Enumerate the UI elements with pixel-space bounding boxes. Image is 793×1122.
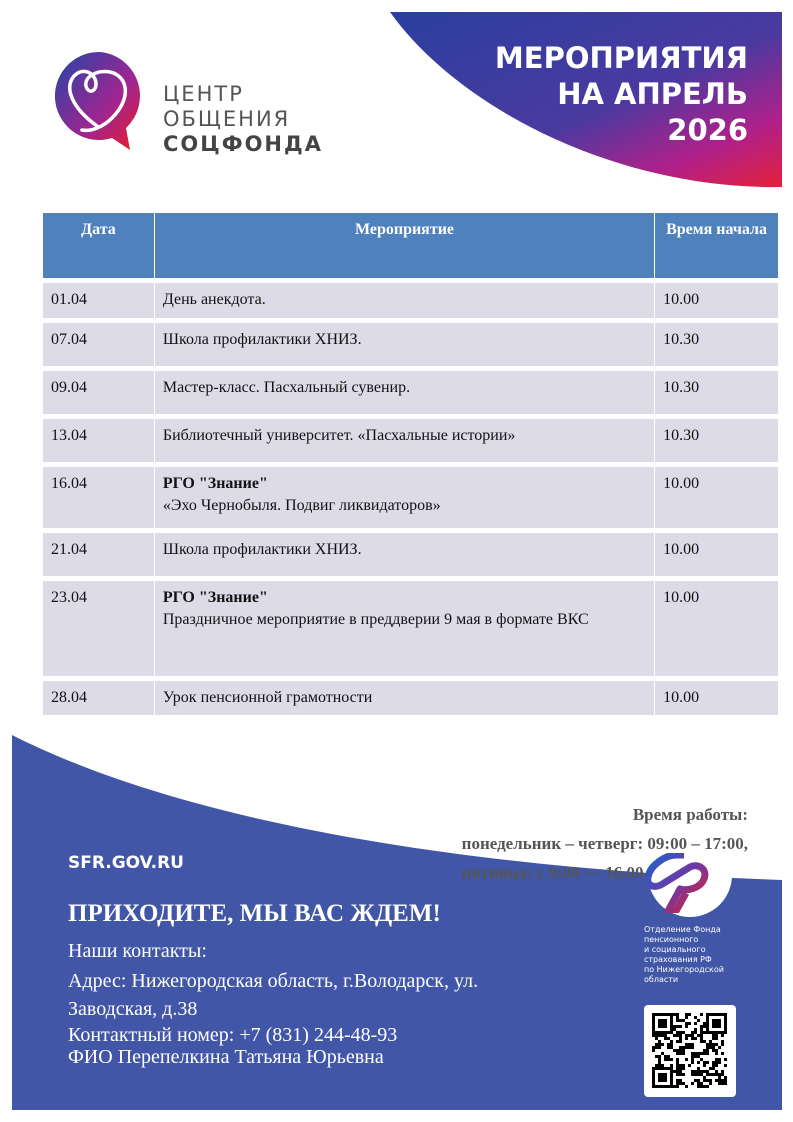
logo-line: ОБЩЕНИЯ — [163, 107, 291, 131]
contacts-label: Наши контакты: — [68, 940, 207, 962]
event-name: Праздничное мероприятие в преддверии 9 м… — [162, 611, 589, 628]
date-cell: 21.04 — [42, 528, 155, 579]
time-cell: 10.00 — [654, 462, 779, 531]
date-cell: 01.04 — [42, 278, 155, 321]
column-header-time: Время начала — [654, 212, 779, 281]
event-cell: Школа профилактики ХНИЗ. — [153, 528, 656, 579]
column-header-date: Дата — [42, 212, 155, 281]
address-line: Адрес: Нижегородская область, г.Володарс… — [68, 970, 479, 992]
table-row: 09.04 Мастер-класс. Пасхальный сувенир. 10… — [42, 366, 779, 417]
hours-line: понедельник – четверг: 09:00 – 17:00, — [461, 834, 748, 853]
welcome-heading: ПРИХОДИТЕ, МЫ ВАС ЖДЕМ! — [68, 900, 441, 927]
sfr-line: страхования РФ — [644, 955, 712, 964]
working-hours: Время работы: понедельник – четверг: 09:… — [462, 800, 748, 887]
website-link[interactable]: SFR.GOV.RU — [68, 853, 184, 873]
qr-code-icon — [652, 1013, 727, 1088]
event-name: Школа профилактики ХНИЗ. — [162, 331, 362, 348]
sfr-line: пенсионного — [644, 935, 699, 944]
table-row: 28.04 Урок пенсионной грамотности 10.00 — [42, 676, 779, 715]
hours-title: Время работы: — [632, 805, 748, 824]
event-name: Библиотечный университет. «Пасхальные ис… — [162, 427, 516, 444]
title-line: НА АПРЕЛЬ — [557, 77, 748, 111]
event-name: Школа профилактики ХНИЗ. — [162, 541, 362, 558]
address-line: Заводская, д.38 — [68, 998, 198, 1020]
event-cell: День анекдота. — [153, 278, 656, 321]
contact-person: ФИО Перепелкина Татьяна Юрьевна — [68, 1046, 384, 1068]
page-title: МЕРОПРИЯТИЯ НА АПРЕЛЬ 2026 — [495, 40, 748, 148]
event-name: «Эхо Чернобыля. Подвиг ликвидаторов» — [162, 497, 441, 514]
logo-text: ЦЕНТР ОБЩЕНИЯ СОЦФОНДА — [163, 82, 323, 157]
event-name: День анекдота. — [162, 291, 266, 308]
event-cell: РГО "Знание" Праздничное мероприятие в пр… — [153, 576, 656, 679]
column-header-event: Мероприятие — [153, 212, 656, 281]
sfr-line: и социального — [644, 945, 706, 954]
title-line: МЕРОПРИЯТИЯ — [494, 41, 748, 75]
date-cell: 28.04 — [42, 676, 155, 715]
time-cell: 10.00 — [654, 676, 779, 715]
header-gradient-shape — [390, 12, 782, 188]
logo-heart-icon — [54, 51, 140, 150]
table-row: 23.04 РГО "Знание" Праздничное мероприятие… — [42, 576, 779, 679]
qr-code[interactable] — [644, 1005, 736, 1097]
time-cell: 10.30 — [654, 414, 779, 465]
table-row: 13.04 Библиотечный университет. «Пасхальн… — [42, 414, 779, 465]
event-cell: Мастер-класс. Пасхальный сувенир. — [153, 366, 656, 417]
event-organizer: РГО "Знание" — [162, 589, 268, 606]
table-row: 16.04 РГО "Знание" «Эхо Чернобыля. Подвиг … — [42, 462, 779, 531]
event-organizer: РГО "Знание" — [162, 475, 268, 492]
table-row: 01.04 День анекдота. 10.00 — [42, 278, 779, 321]
date-cell: 09.04 — [42, 366, 155, 417]
date-cell: 16.04 — [42, 462, 155, 531]
logo-line: СОЦФОНДА — [163, 132, 323, 156]
date-cell: 23.04 — [42, 576, 155, 679]
time-cell: 10.00 — [654, 528, 779, 579]
event-cell: РГО "Знание" «Эхо Чернобыля. Подвиг ликви… — [153, 462, 656, 531]
time-cell: 10.00 — [654, 576, 779, 679]
event-cell: Школа профилактики ХНИЗ. — [153, 318, 656, 369]
sfr-line: Отделение Фонда — [644, 925, 721, 934]
time-cell: 10.00 — [654, 278, 779, 321]
phone: Контактный номер: +7 (831) 244-48-93 — [68, 1024, 398, 1046]
time-cell: 10.30 — [654, 366, 779, 417]
logo-line: ЦЕНТР — [163, 82, 244, 106]
event-cell: Библиотечный университет. «Пасхальные ис… — [153, 414, 656, 465]
sfr-line: области — [644, 975, 679, 984]
event-cell: Урок пенсионной грамотности — [153, 676, 656, 715]
sfr-branch-name: Отделение Фонда пенсионного и социальног… — [644, 925, 724, 985]
sfr-line: по Нижегородской — [644, 965, 724, 974]
date-cell: 07.04 — [42, 318, 155, 369]
time-cell: 10.30 — [654, 318, 779, 369]
date-cell: 13.04 — [42, 414, 155, 465]
hours-line: пятница: с 9:00 — 16.00 — [461, 863, 644, 882]
title-line: 2026 — [667, 113, 748, 147]
event-name: Урок пенсионной грамотности — [162, 689, 373, 706]
event-name: Мастер-класс. Пасхальный сувенир. — [162, 379, 411, 396]
events-table: Дата Мероприятие Время начала 01.04 День … — [42, 212, 779, 715]
table-row: 07.04 Школа профилактики ХНИЗ. 10.30 — [42, 318, 779, 369]
table-row: 21.04 Школа профилактики ХНИЗ. 10.00 — [42, 528, 779, 579]
sfr-logo-icon — [646, 853, 709, 913]
